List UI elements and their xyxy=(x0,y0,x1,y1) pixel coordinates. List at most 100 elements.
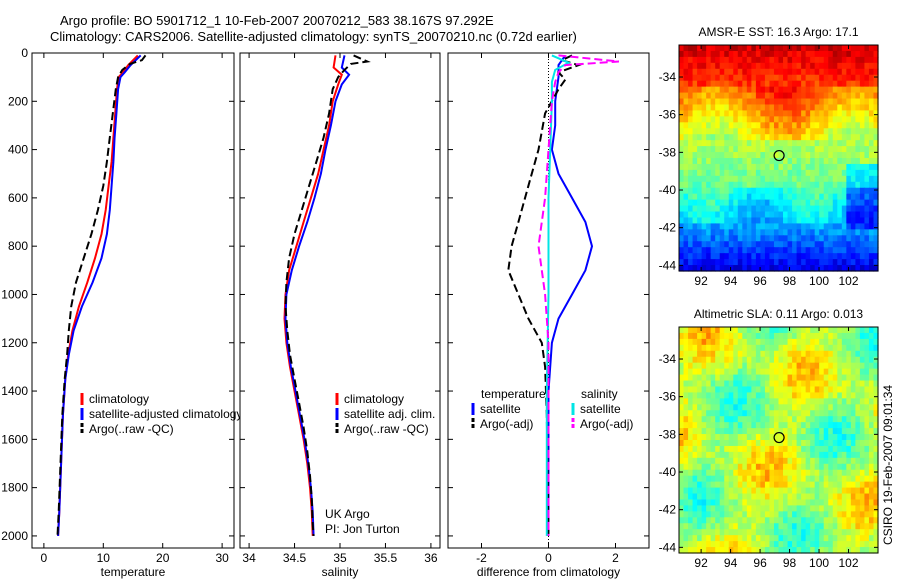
heatmap-cell xyxy=(801,416,807,423)
heatmap-cell xyxy=(837,211,843,219)
heatmap-cell xyxy=(751,404,757,411)
heatmap-cell xyxy=(719,469,725,477)
heatmap-cell xyxy=(710,235,716,242)
heatmap-cell xyxy=(873,116,879,123)
heatmap-cell xyxy=(841,434,847,441)
heatmap-cell xyxy=(769,487,775,495)
heatmap-cell xyxy=(742,80,748,88)
heatmap-cell xyxy=(873,211,879,219)
heatmap-cell xyxy=(751,45,757,52)
heatmap-cell xyxy=(823,523,829,530)
heatmap-cell xyxy=(855,45,861,52)
heatmap-cell xyxy=(864,134,870,141)
heatmap-cell xyxy=(679,327,685,334)
heatmap-cell xyxy=(837,434,843,441)
heatmap-cell xyxy=(764,187,771,195)
heatmap-cell xyxy=(792,175,798,183)
heatmap-cell xyxy=(787,523,793,530)
heatmap-cell xyxy=(859,440,866,447)
heatmap-cell xyxy=(679,404,685,411)
heatmap-cell xyxy=(710,428,716,435)
heatmap-cell xyxy=(724,253,730,260)
heatmap-cell xyxy=(828,451,834,459)
heatmap-cell xyxy=(864,98,870,106)
heatmap-cell xyxy=(778,247,784,254)
heatmap-cell xyxy=(805,146,811,153)
heatmap-cell xyxy=(855,122,861,129)
heatmap-cell xyxy=(810,169,816,177)
heatmap-cell xyxy=(728,134,734,141)
heatmap-cell xyxy=(823,362,829,370)
heatmap-cell xyxy=(864,146,870,153)
heatmap-cell xyxy=(778,386,784,394)
heatmap-cell xyxy=(679,181,685,189)
heatmap-cell xyxy=(846,451,852,459)
y-tick-label: 1200 xyxy=(1,336,28,350)
heatmap-cell xyxy=(688,217,694,225)
heatmap-cell xyxy=(864,386,870,394)
heatmap-cell xyxy=(778,140,784,147)
heatmap-cell xyxy=(697,80,703,88)
heatmap-cell xyxy=(742,547,748,554)
heatmap-cell xyxy=(688,374,694,382)
heatmap-cell xyxy=(823,410,829,417)
heatmap-cell xyxy=(728,475,734,483)
heatmap-cell xyxy=(683,68,689,76)
heatmap-cell xyxy=(792,422,798,429)
heatmap-cell xyxy=(873,241,879,248)
heatmap-cell xyxy=(801,45,807,52)
x-tick-label: 30 xyxy=(215,551,229,565)
heatmap-cell xyxy=(814,253,820,260)
heatmap-cell xyxy=(850,344,856,352)
heatmap-cell xyxy=(823,535,829,542)
heatmap-cell xyxy=(850,547,856,554)
heatmap-cell xyxy=(733,193,739,201)
heatmap-cell xyxy=(859,247,866,254)
heatmap-cell xyxy=(837,217,843,225)
heatmap-cell xyxy=(823,193,829,201)
heatmap-cell xyxy=(796,211,802,219)
heatmap-cell xyxy=(715,410,721,417)
heatmap-cell xyxy=(737,392,743,399)
heatmap-cell xyxy=(773,362,780,370)
heatmap-cell xyxy=(823,86,829,94)
heatmap-cell xyxy=(697,535,703,542)
heatmap-cell xyxy=(787,457,793,465)
heatmap-cell xyxy=(832,481,838,489)
heatmap-cell xyxy=(814,116,820,123)
heatmap-cell xyxy=(746,535,752,542)
heatmap-cells xyxy=(679,45,879,272)
heatmap-cell xyxy=(841,45,847,52)
heatmap-cell xyxy=(792,481,798,489)
heatmap-cell xyxy=(864,229,870,236)
heatmap-cell xyxy=(832,386,838,394)
heatmap-cell xyxy=(751,199,757,207)
heatmap-cell xyxy=(855,193,861,201)
heatmap-cell xyxy=(719,499,725,507)
heatmap-cell xyxy=(769,463,775,471)
heatmap-cell xyxy=(846,440,852,447)
heatmap-cell xyxy=(873,475,879,483)
heatmap-cell xyxy=(814,122,820,129)
heatmap-cell xyxy=(710,535,716,542)
heatmap-cell xyxy=(728,86,734,94)
heatmap-cell xyxy=(688,386,694,394)
heatmap-cell xyxy=(773,253,780,260)
heatmap-cell xyxy=(805,265,811,272)
heatmap-cell xyxy=(787,416,793,423)
heatmap-cell xyxy=(873,56,879,64)
heatmap-cell xyxy=(814,205,820,213)
heatmap-cell xyxy=(733,92,739,100)
heatmap-cell xyxy=(832,169,838,177)
heatmap-cell xyxy=(801,481,807,489)
heatmap-cell xyxy=(873,547,879,554)
heatmap-cell xyxy=(679,523,685,530)
heatmap-cell xyxy=(792,344,798,352)
heatmap-cell xyxy=(801,398,807,405)
heatmap-cell xyxy=(832,199,838,207)
heatmap-cell xyxy=(792,404,798,411)
heatmap-cell xyxy=(692,110,698,117)
heatmap-cell xyxy=(787,163,793,171)
heatmap-cell xyxy=(819,45,825,52)
